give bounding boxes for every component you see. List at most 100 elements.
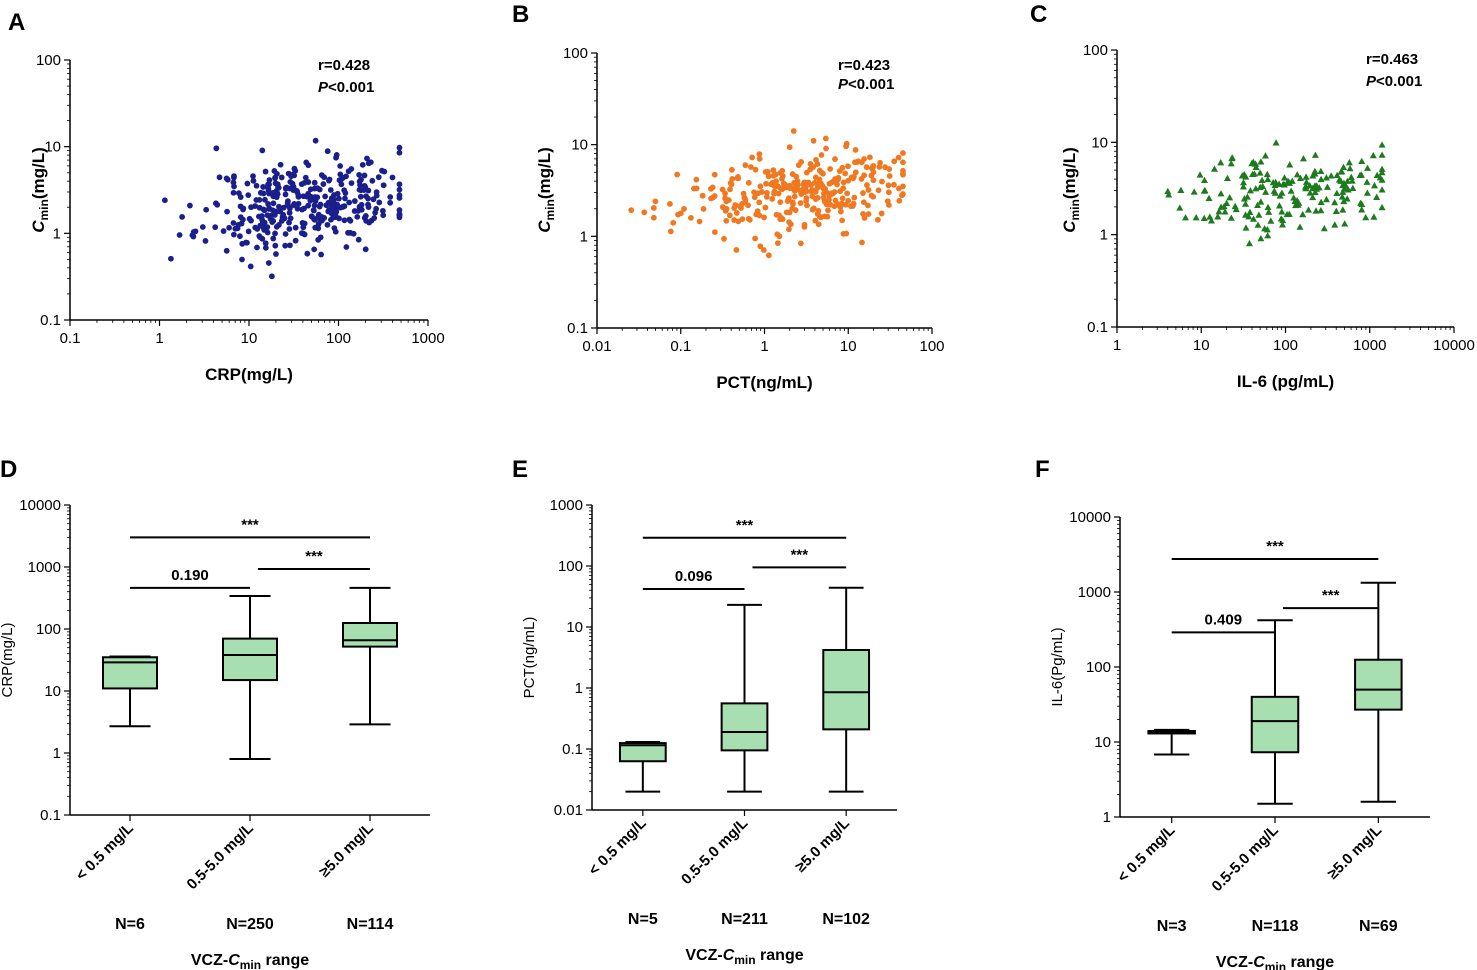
- data-point: [268, 212, 275, 219]
- data-point: [272, 242, 279, 249]
- data-point: [866, 154, 873, 161]
- p-value-text: <0.001: [848, 76, 894, 93]
- category-label: < 0.5 mg/L: [1114, 822, 1178, 886]
- x-axis-label-c: C: [723, 947, 735, 964]
- data-point: [1200, 187, 1208, 194]
- data-point: [650, 205, 657, 211]
- comparison-label: ***: [305, 548, 323, 565]
- data-point: [1214, 213, 1222, 220]
- comparison-label: ***: [241, 516, 259, 533]
- data-point: [845, 197, 852, 204]
- data-point: [791, 193, 798, 200]
- data-point: [369, 177, 376, 184]
- data-point: [290, 202, 297, 209]
- data-point: [1299, 155, 1307, 162]
- n-label: N=69: [1359, 918, 1398, 935]
- data-point: [239, 256, 245, 263]
- data-point: [885, 189, 892, 196]
- data-point: [831, 203, 838, 210]
- data-point: [1339, 206, 1347, 213]
- data-point: [346, 199, 353, 206]
- data-point: [681, 206, 687, 212]
- data-point: [844, 190, 851, 197]
- data-point: [1255, 211, 1263, 218]
- data-point: [757, 183, 764, 190]
- data-point: [868, 172, 875, 179]
- data-point: [865, 202, 871, 209]
- data-point: [827, 166, 834, 172]
- data-point: [891, 181, 897, 188]
- data-point: [1296, 174, 1304, 182]
- data-point: [1363, 189, 1371, 196]
- data-point: [1280, 174, 1288, 181]
- data-point: [1286, 179, 1294, 186]
- data-point: [231, 174, 237, 181]
- data-point: [1333, 171, 1341, 179]
- data-point: [254, 244, 260, 251]
- box-3: [342, 586, 398, 726]
- data-point: [1333, 189, 1341, 197]
- correlation-r: r=0.423: [838, 57, 890, 74]
- data-point: [749, 154, 756, 161]
- x-tick-label: 1: [1113, 337, 1121, 354]
- data-point: [711, 193, 718, 199]
- data-point: [842, 170, 849, 177]
- data-point: [244, 180, 251, 187]
- data-point: [1226, 194, 1234, 201]
- data-point: [809, 187, 816, 193]
- data-point: [1271, 189, 1279, 196]
- data-point: [870, 164, 876, 171]
- data-point: [358, 176, 364, 183]
- data-point: [765, 252, 772, 259]
- data-point: [774, 240, 781, 247]
- y-tick-label: 1: [53, 225, 61, 242]
- data-point: [879, 178, 885, 185]
- data-point: [861, 214, 868, 221]
- y-tick-label: 100: [36, 621, 61, 638]
- x-axis-label-rest: range: [261, 952, 309, 969]
- x-axis-label-sub: min: [240, 958, 261, 970]
- data-point: [761, 214, 767, 221]
- data-point: [797, 200, 804, 206]
- data-point: [652, 198, 659, 205]
- data-point: [1371, 182, 1379, 189]
- data-point: [265, 181, 271, 188]
- data-point: [1291, 197, 1299, 205]
- data-points: [161, 137, 403, 280]
- data-point: [1249, 170, 1257, 178]
- data-point: [262, 244, 269, 251]
- data-point: [161, 197, 168, 204]
- data-point: [1317, 206, 1325, 214]
- data-point: [259, 235, 266, 242]
- data-point: [1315, 184, 1323, 191]
- data-point: [667, 228, 674, 235]
- data-point: [299, 220, 306, 226]
- data-point: [786, 219, 793, 226]
- data-point: [1296, 223, 1304, 230]
- y-tick-label: 1: [1103, 809, 1111, 826]
- x-axis-label: VCZ-Cmin range: [191, 952, 309, 970]
- panel-label: E: [512, 456, 528, 483]
- comparison-label: ***: [736, 517, 754, 534]
- data-point: [214, 201, 221, 208]
- data-point: [790, 128, 797, 134]
- data-point: [803, 195, 810, 201]
- data-point: [192, 228, 199, 235]
- y-tick-label: 1: [580, 228, 588, 245]
- category-label: ≥5.0 mg/L: [792, 815, 853, 876]
- data-point: [1210, 165, 1218, 172]
- data-point: [333, 152, 340, 158]
- data-point: [282, 231, 289, 237]
- data-point: [1357, 199, 1365, 206]
- data-point: [1280, 181, 1288, 188]
- data-points: [1164, 139, 1386, 247]
- data-point: [176, 232, 183, 238]
- data-point: [1311, 182, 1319, 189]
- p-value: P<0.001: [838, 76, 894, 93]
- y-tick-label: 0.1: [40, 807, 61, 824]
- n-label: N=6: [115, 916, 145, 933]
- data-point: [864, 182, 870, 188]
- data-point: [1176, 204, 1184, 211]
- data-point: [870, 177, 877, 184]
- data-point: [674, 171, 681, 178]
